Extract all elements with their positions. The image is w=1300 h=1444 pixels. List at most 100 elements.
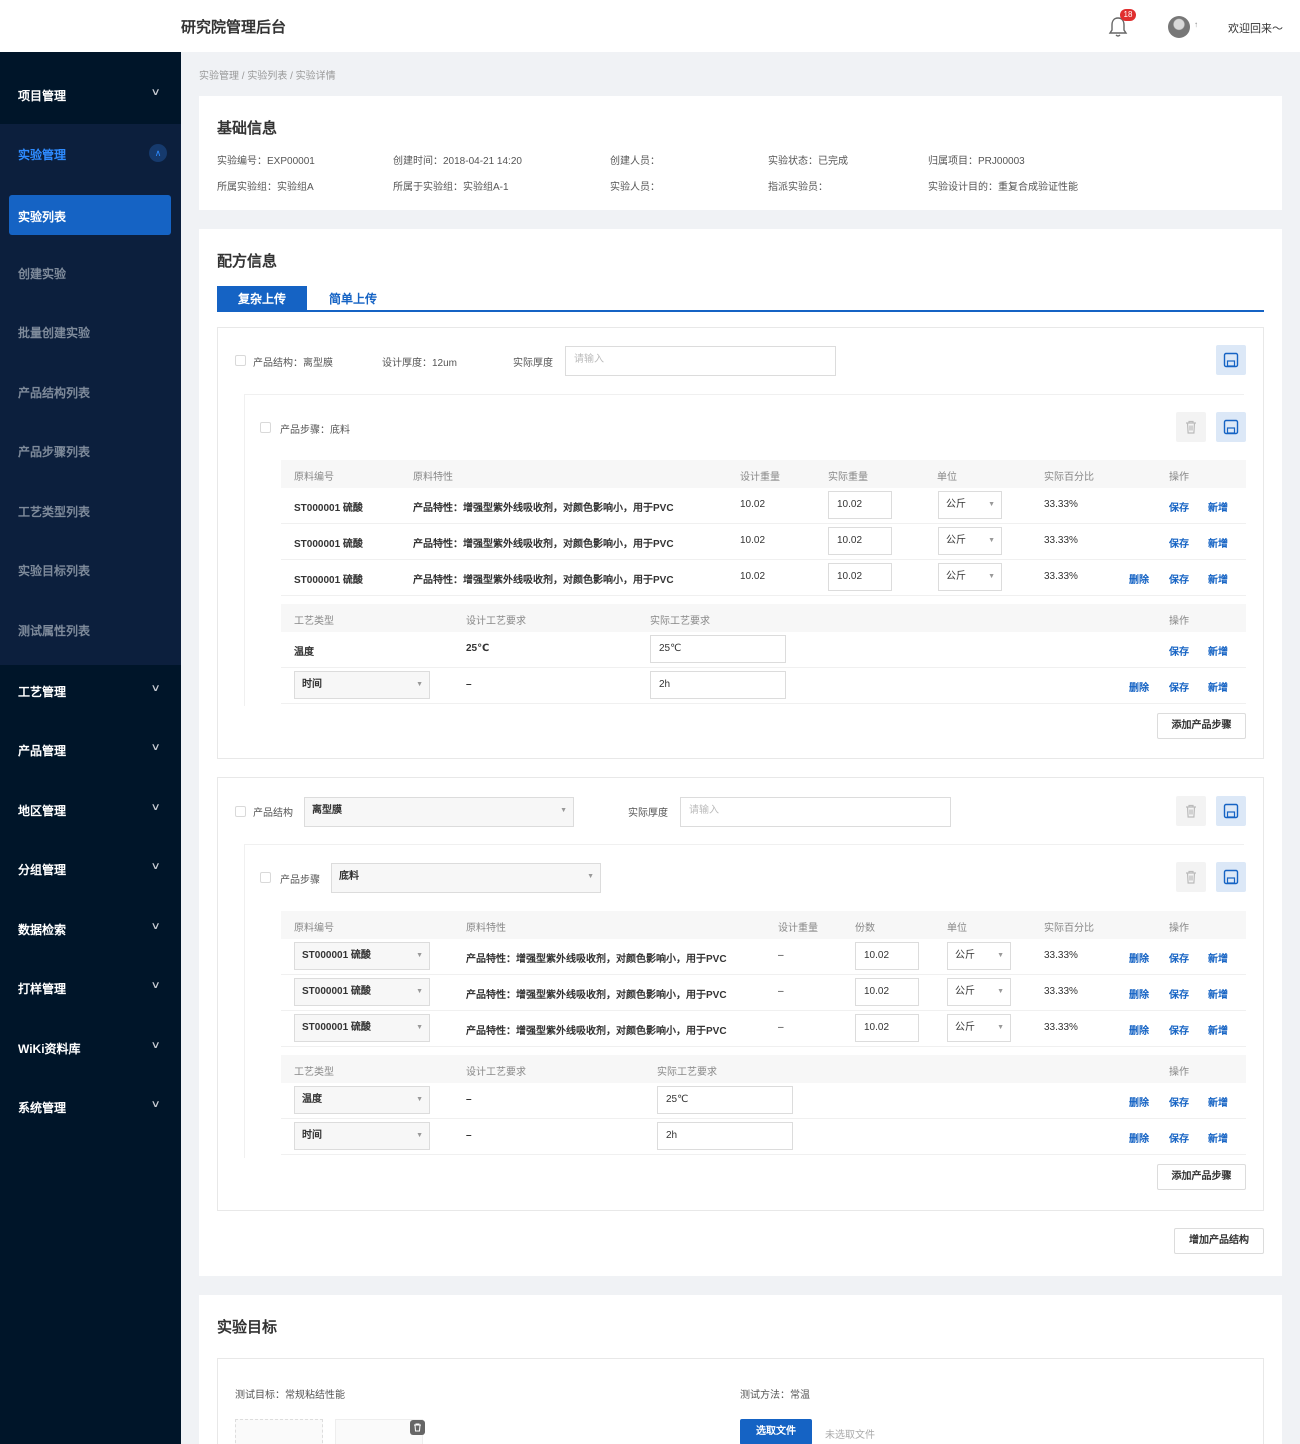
unit-select[interactable]: 公斤 ▼ [947,1014,1011,1042]
save-link[interactable]: 保存 [1169,1098,1189,1109]
sidebar-subitem-experiment-list[interactable]: 实验列表 [9,195,171,235]
process-type-select[interactable]: 时间 ▼ [294,1122,430,1150]
structure-checkbox[interactable] [235,806,246,817]
save-link[interactable]: 保存 [1169,683,1189,694]
delete-step-button[interactable] [1176,412,1206,442]
sidebar-item-product[interactable]: 产品管理 ∨ [0,720,181,779]
save-link[interactable]: 保存 [1169,647,1189,658]
add-step-button[interactable]: 添加产品步骤 [1157,1164,1246,1190]
process-type-select[interactable]: 温度 ▼ [294,1086,430,1114]
quantity-input[interactable]: 10.02 [855,942,919,970]
save-link[interactable]: 保存 [1169,954,1189,965]
tab-complex-upload[interactable]: 复杂上传 [217,286,307,312]
unit-select[interactable]: 公斤 ▼ [938,563,1002,591]
save-structure-button[interactable] [1216,796,1246,826]
process-actual-input[interactable]: 2h [657,1122,793,1150]
unit-select[interactable]: 公斤 ▼ [947,942,1011,970]
add-link[interactable]: 新增 [1208,1026,1228,1037]
delete-link[interactable]: 删除 [1129,683,1149,694]
process-actual-input[interactable]: 25℃ [657,1086,793,1114]
step-value: 底料 [339,871,359,882]
add-link[interactable]: 新增 [1208,683,1228,694]
unit-select[interactable]: 公斤 ▼ [938,527,1002,555]
notification-badge: 18 [1120,9,1136,21]
avatar-caret-icon[interactable]: ↑ [1194,20,1198,29]
quantity-input[interactable]: 10.02 [855,978,919,1006]
add-link[interactable]: 新增 [1208,503,1228,514]
save-link[interactable]: 保存 [1169,503,1189,514]
process-actual-input[interactable]: 2h [650,671,786,699]
sidebar-subitem-structure-list[interactable]: 产品结构列表 [0,362,181,421]
save-icon [1223,803,1239,819]
sidebar-subitem-create-experiment[interactable]: 创建实验 [0,243,181,302]
upload-slot[interactable] [235,1419,323,1444]
sidebar-subitem-target-list[interactable]: 实验目标列表 [0,540,181,599]
process-type-select[interactable]: 时间 ▼ [294,671,430,699]
sidebar-item-sampling[interactable]: 打样管理 ∨ [0,958,181,1017]
actual-weight-input[interactable]: 10.02 [828,491,892,519]
step-select[interactable]: 底料 ▼ [331,863,601,893]
tab-simple-upload[interactable]: 简单上传 [328,292,377,306]
unit-select[interactable]: 公斤 ▼ [947,978,1011,1006]
process-design: 25℃ [466,643,490,654]
actual-thickness-input[interactable]: 请输入 [680,797,951,827]
step-checkbox[interactable] [260,422,271,433]
add-link[interactable]: 新增 [1208,1098,1228,1109]
delete-link[interactable]: 删除 [1129,1134,1149,1145]
step-checkbox[interactable] [260,872,271,883]
material-table-header: 原料编号 原料特性 设计重量 实际重量 单位 实际百分比 操作 [281,460,1246,488]
save-link[interactable]: 保存 [1169,575,1189,586]
sidebar-item-search[interactable]: 数据检索 ∨ [0,899,181,958]
delete-link[interactable]: 删除 [1129,990,1149,1001]
material-select[interactable]: ST000001 硫酸 ▼ [294,978,430,1006]
delete-link[interactable]: 删除 [1129,575,1149,586]
sidebar-item-experiment[interactable]: 实验管理 ∧ [0,124,181,183]
add-link[interactable]: 新增 [1208,1134,1228,1145]
sidebar-item-group[interactable]: 分组管理 ∨ [0,839,181,898]
material-select[interactable]: ST000001 硫酸 ▼ [294,942,430,970]
sidebar-item-wiki[interactable]: WiKi资料库 ∨ [0,1018,181,1077]
save-link[interactable]: 保存 [1169,1134,1189,1145]
actual-weight-input[interactable]: 10.02 [828,563,892,591]
structure-checkbox[interactable] [235,355,246,366]
sidebar-item-system[interactable]: 系统管理 ∨ [0,1077,181,1136]
sidebar-item-process[interactable]: 工艺管理 ∨ [0,661,181,720]
add-step-button[interactable]: 添加产品步骤 [1157,713,1246,739]
delete-step-button[interactable] [1176,862,1206,892]
add-link[interactable]: 新增 [1208,647,1228,658]
add-link[interactable]: 新增 [1208,575,1228,586]
sidebar-item-project[interactable]: 项目管理 ∨ [0,65,181,124]
save-link[interactable]: 保存 [1169,990,1189,1001]
sidebar-subitem-step-list[interactable]: 产品步骤列表 [0,421,181,480]
chevron-down-icon: ∨ [150,742,161,753]
add-link[interactable]: 新增 [1208,539,1228,550]
delete-link[interactable]: 删除 [1129,1098,1149,1109]
quantity-input[interactable]: 10.02 [855,1014,919,1042]
save-structure-button[interactable] [1216,345,1246,375]
unit-select[interactable]: 公斤 ▼ [938,491,1002,519]
sidebar-item-region[interactable]: 地区管理 ∨ [0,780,181,839]
structure-select[interactable]: 离型膜 ▼ [304,797,574,827]
step-label: 产品步骤：底料 [280,425,350,436]
save-step-button[interactable] [1216,862,1246,892]
add-structure-button[interactable]: 增加产品结构 [1174,1228,1264,1254]
delete-structure-button[interactable] [1176,796,1206,826]
info-creator: 创建人员： [610,156,660,167]
delete-link[interactable]: 删除 [1129,1026,1149,1037]
add-link[interactable]: 新增 [1208,954,1228,965]
sidebar-subitem-process-type-list[interactable]: 工艺类型列表 [0,481,181,540]
delete-image-button[interactable] [410,1420,425,1435]
process-actual-input[interactable]: 25℃ [650,635,786,663]
actual-weight-input[interactable]: 10.02 [828,527,892,555]
choose-file-button[interactable]: 选取文件 [740,1419,812,1444]
avatar[interactable] [1168,16,1190,38]
save-link[interactable]: 保存 [1169,539,1189,550]
sidebar-subitem-batch-create[interactable]: 批量创建实验 [0,302,181,361]
add-link[interactable]: 新增 [1208,990,1228,1001]
sidebar-subitem-test-attr-list[interactable]: 测试属性列表 [0,600,181,659]
actual-thickness-input[interactable]: 请输入 [565,346,836,376]
material-select[interactable]: ST000001 硫酸 ▼ [294,1014,430,1042]
save-step-button[interactable] [1216,412,1246,442]
save-link[interactable]: 保存 [1169,1026,1189,1037]
delete-link[interactable]: 删除 [1129,954,1149,965]
